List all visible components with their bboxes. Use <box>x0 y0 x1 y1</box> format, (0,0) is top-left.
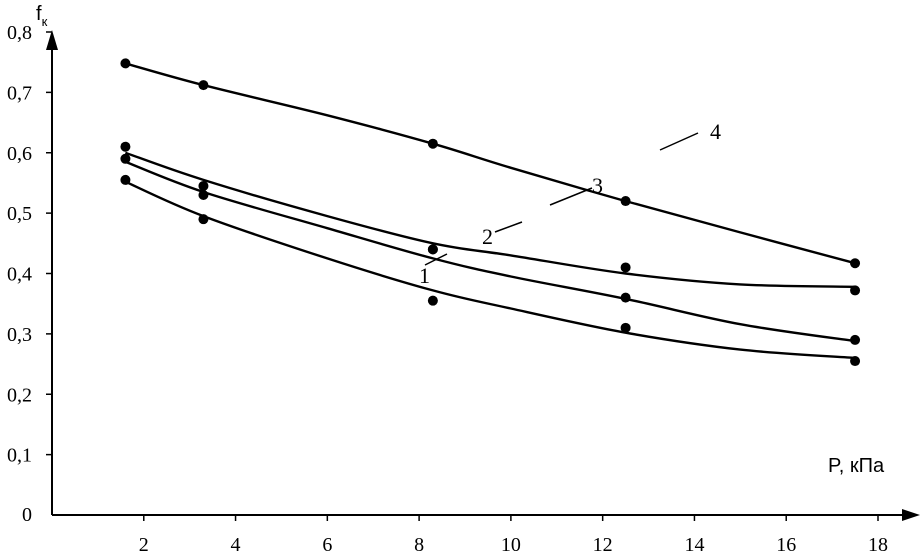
data-point-series-4 <box>198 80 209 91</box>
curve-labels: 1 2 3 4 <box>419 119 721 288</box>
x-axis-title: P, кПа <box>828 455 885 477</box>
data-point-series-1 <box>198 214 209 225</box>
curve-label-2: 2 <box>482 224 493 249</box>
x-ticks: 2 4 6 8 10 12 14 16 18 <box>139 515 888 555</box>
y-tick-label: 0,1 <box>7 445 32 467</box>
y-tick-label: 0 <box>22 504 32 526</box>
curve-label-1: 1 <box>419 263 430 288</box>
y-tick-label: 0,5 <box>7 203 32 225</box>
x-tick-label: 18 <box>868 534 888 555</box>
data-point-series-3 <box>620 262 631 273</box>
series-line-4 <box>125 62 856 265</box>
series-lines <box>124 62 856 360</box>
data-point-series-4 <box>120 58 131 69</box>
data-point-series-1 <box>850 356 861 367</box>
y-axis-title-sub: к <box>42 14 48 29</box>
curve-leaders <box>424 132 699 266</box>
data-point-series-4 <box>850 258 861 269</box>
x-tick-label: 14 <box>684 534 704 555</box>
curve-label-4: 4 <box>710 119 721 144</box>
data-point-series-2 <box>120 153 131 164</box>
leader-line-curve-4 <box>659 132 699 151</box>
data-point-series-1 <box>427 295 438 306</box>
y-axis-title: fк <box>36 3 48 29</box>
y-tick-label: 0,2 <box>7 384 32 406</box>
series-line-3 <box>125 151 856 288</box>
data-point-series-3 <box>850 285 861 296</box>
data-point-series-2 <box>198 190 209 201</box>
y-tick-label: 0,3 <box>7 324 32 346</box>
y-axis-arrow <box>46 30 58 50</box>
y-tick-label: 0,6 <box>7 143 32 165</box>
curve-label-3: 3 <box>592 173 603 198</box>
x-tick-label: 2 <box>139 534 149 555</box>
data-point-series-2 <box>620 292 631 303</box>
leader-line-curve-1 <box>424 253 448 266</box>
series-line-2 <box>124 160 856 343</box>
y-tick-label: 0,7 <box>7 82 32 104</box>
x-tick-label: 8 <box>414 534 424 555</box>
x-tick-label: 4 <box>231 534 241 555</box>
data-point-series-3 <box>120 141 131 152</box>
y-tick-label: 0,4 <box>7 264 32 286</box>
data-point-series-1 <box>620 322 631 333</box>
leader-line-curve-3 <box>549 187 593 206</box>
series-points <box>120 58 861 367</box>
data-point-series-2 <box>850 334 861 345</box>
x-tick-label: 16 <box>776 534 796 555</box>
y-ticks: 0 0,1 0,2 0,3 0,4 0,5 0,6 0,7 0,8 <box>7 22 52 526</box>
data-point-series-4 <box>427 138 438 149</box>
leader-line-curve-2 <box>494 221 523 233</box>
data-point-series-1 <box>120 174 131 185</box>
data-point-series-4 <box>620 196 631 207</box>
series-line-1 <box>124 180 856 360</box>
y-tick-label: 0,8 <box>7 22 32 44</box>
x-tick-label: 10 <box>501 534 521 555</box>
data-point-series-3 <box>427 244 438 255</box>
x-tick-label: 12 <box>593 534 613 555</box>
axes <box>46 30 920 521</box>
data-point-series-3 <box>198 180 209 191</box>
x-tick-label: 6 <box>322 534 332 555</box>
y-axis-title-main: f <box>36 3 42 25</box>
x-axis-arrow <box>902 509 920 521</box>
